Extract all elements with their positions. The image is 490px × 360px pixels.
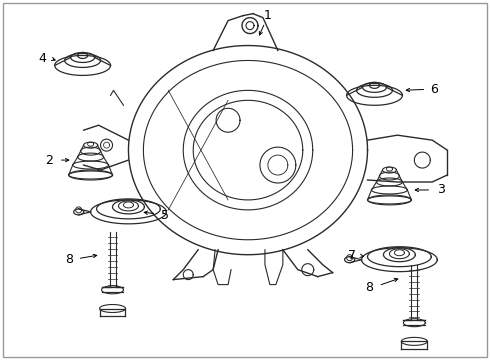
Text: 3: 3 bbox=[437, 184, 445, 197]
Text: 1: 1 bbox=[264, 9, 272, 22]
Text: 8: 8 bbox=[65, 253, 73, 266]
Text: 7: 7 bbox=[347, 249, 356, 262]
Text: 2: 2 bbox=[45, 154, 53, 167]
Text: 5: 5 bbox=[161, 210, 170, 222]
Text: 4: 4 bbox=[39, 52, 47, 65]
Text: 6: 6 bbox=[430, 83, 438, 96]
Text: 8: 8 bbox=[366, 281, 373, 294]
